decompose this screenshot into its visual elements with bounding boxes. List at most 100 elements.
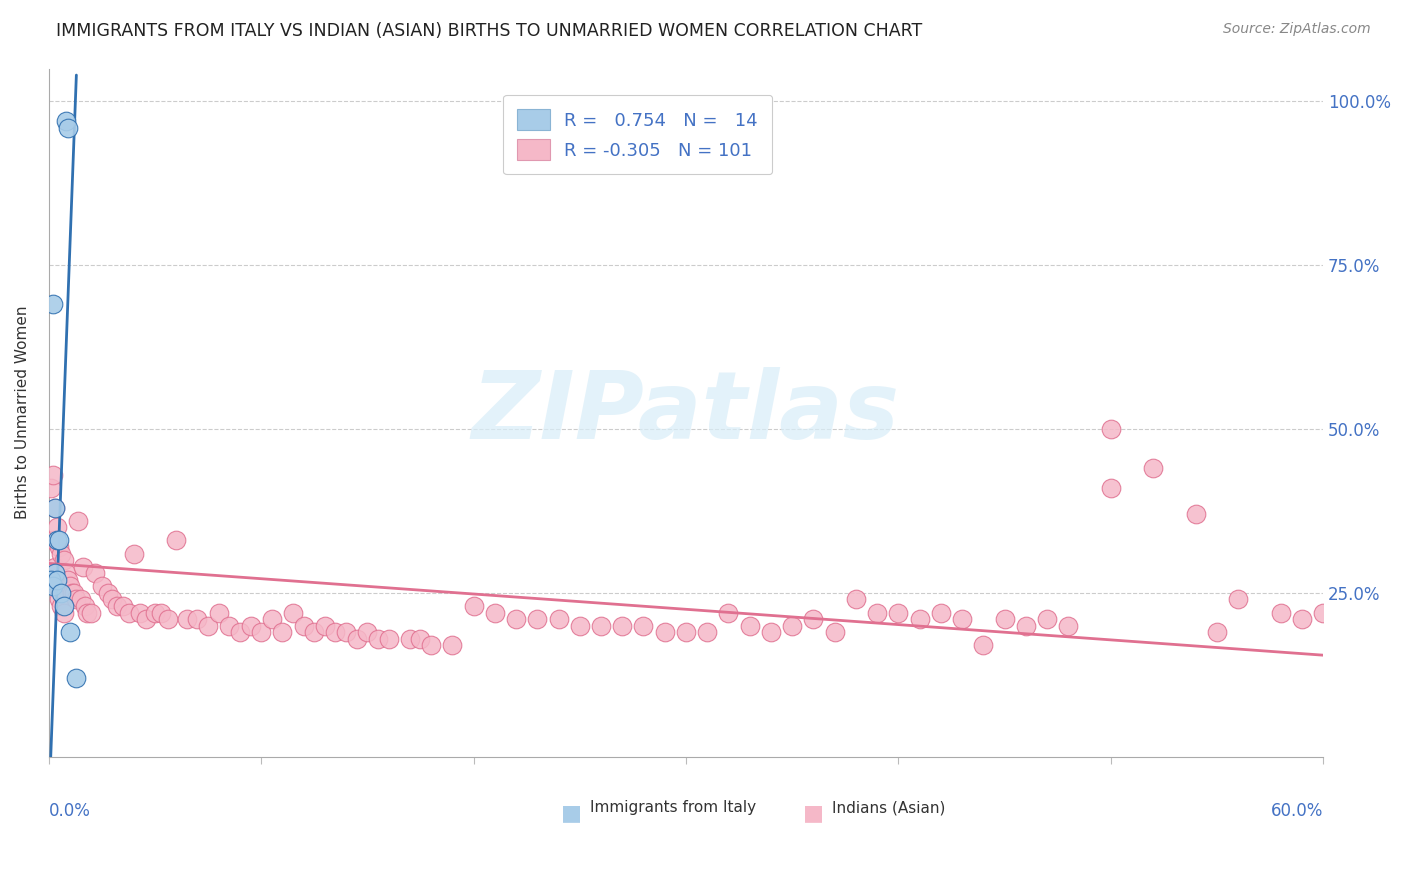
Point: [197, 618, 219, 632]
Point: [759, 625, 782, 640]
Point: [208, 606, 231, 620]
Point: [55, 566, 77, 581]
Point: [150, 606, 173, 620]
Point: [654, 625, 676, 640]
Text: ■: ■: [803, 804, 824, 823]
Point: [218, 618, 240, 632]
Point: [135, 612, 157, 626]
Point: [165, 533, 187, 548]
Point: [56, 573, 79, 587]
Point: [780, 618, 803, 632]
Point: [42, 467, 65, 482]
Text: ZIPatlas: ZIPatlas: [472, 367, 900, 458]
Point: [42, 579, 65, 593]
Point: [250, 625, 273, 640]
Point: [281, 606, 304, 620]
Point: [63, 586, 86, 600]
Point: [46, 533, 69, 548]
Point: [129, 606, 152, 620]
Point: [69, 592, 91, 607]
Point: [39, 481, 62, 495]
Point: [48, 540, 70, 554]
Point: [950, 612, 973, 626]
Point: [484, 606, 506, 620]
Point: [824, 625, 846, 640]
Point: [325, 625, 347, 640]
Point: [346, 632, 368, 646]
Point: [377, 632, 399, 646]
Point: [48, 533, 70, 548]
Point: [52, 553, 75, 567]
Point: [1312, 606, 1334, 620]
Point: [803, 612, 825, 626]
Point: [143, 606, 166, 620]
Point: [1142, 461, 1164, 475]
Point: [696, 625, 718, 640]
Point: [51, 599, 73, 613]
Point: [1227, 592, 1250, 607]
Point: [845, 592, 868, 607]
Point: [42, 297, 65, 311]
Point: [97, 586, 120, 600]
Point: [84, 566, 107, 581]
Point: [51, 586, 73, 600]
Point: [52, 606, 75, 620]
Point: [356, 625, 378, 640]
Point: [46, 520, 69, 534]
Point: [463, 599, 485, 613]
Point: [73, 599, 96, 613]
Point: [441, 638, 464, 652]
Point: [717, 606, 740, 620]
Point: [42, 533, 65, 548]
Point: [1057, 618, 1080, 632]
Point: [260, 612, 283, 626]
Point: [44, 559, 66, 574]
Point: [547, 612, 569, 626]
Point: [314, 618, 336, 632]
Point: [118, 606, 141, 620]
Point: [1099, 481, 1122, 495]
Point: [56, 120, 79, 135]
Point: [505, 612, 527, 626]
Point: [186, 612, 208, 626]
Text: 0.0%: 0.0%: [49, 802, 90, 820]
Point: [589, 618, 612, 632]
Point: [44, 500, 66, 515]
Point: [72, 559, 94, 574]
Point: [1184, 508, 1206, 522]
Point: [39, 573, 62, 587]
Point: [292, 618, 315, 632]
Point: [271, 625, 294, 640]
Point: [1206, 625, 1229, 640]
Point: [59, 625, 82, 640]
Point: [122, 547, 145, 561]
Point: [398, 632, 420, 646]
Point: [887, 606, 910, 620]
Point: [80, 606, 103, 620]
Point: [229, 625, 252, 640]
Point: [1270, 606, 1292, 620]
Point: [46, 579, 69, 593]
Point: [156, 612, 179, 626]
Text: Source: ZipAtlas.com: Source: ZipAtlas.com: [1223, 22, 1371, 37]
Point: [44, 566, 66, 581]
Point: [929, 606, 952, 620]
Legend: R =   0.754   N =   14, R = -0.305   N = 101: R = 0.754 N = 14, R = -0.305 N = 101: [503, 95, 772, 174]
Point: [612, 618, 634, 632]
Text: Indians (Asian): Indians (Asian): [832, 800, 946, 815]
Point: [367, 632, 389, 646]
Point: [105, 599, 128, 613]
Point: [409, 632, 432, 646]
Point: [908, 612, 931, 626]
Point: [44, 500, 66, 515]
Point: [67, 514, 90, 528]
Point: [60, 586, 83, 600]
Point: [335, 625, 357, 640]
Text: IMMIGRANTS FROM ITALY VS INDIAN (ASIAN) BIRTHS TO UNMARRIED WOMEN CORRELATION CH: IMMIGRANTS FROM ITALY VS INDIAN (ASIAN) …: [56, 22, 922, 40]
Point: [1036, 612, 1059, 626]
Point: [568, 618, 591, 632]
Text: Immigrants from Italy: Immigrants from Italy: [591, 800, 756, 815]
Point: [112, 599, 135, 613]
Point: [972, 638, 994, 652]
Point: [90, 579, 112, 593]
